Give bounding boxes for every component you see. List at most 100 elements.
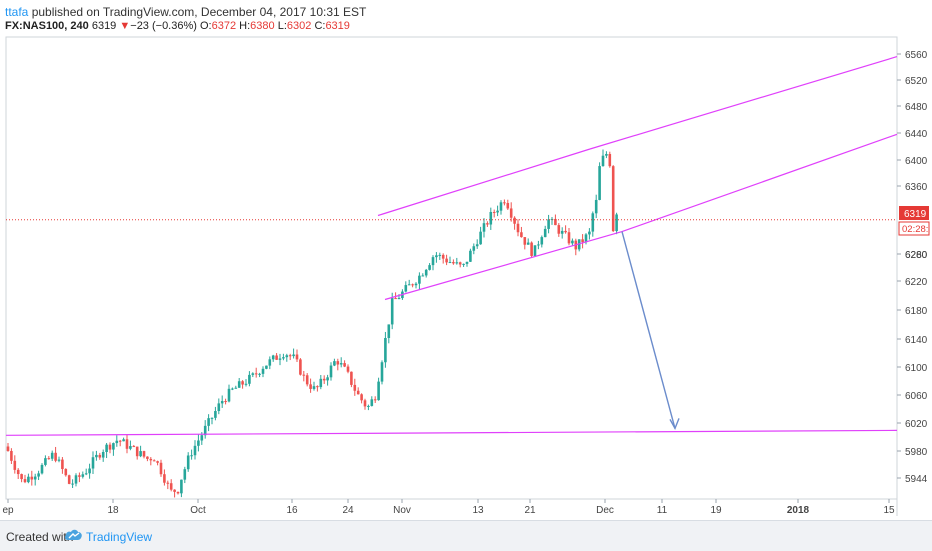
- time-tick-label: Nov: [393, 505, 411, 516]
- candle-body: [356, 390, 360, 395]
- candle-body: [105, 444, 108, 453]
- price-tick-label: 5980: [905, 447, 928, 458]
- candle-body: [50, 452, 54, 459]
- candlestick-series: [6, 149, 618, 498]
- candle-body: [186, 455, 190, 470]
- candle-body: [152, 460, 156, 462]
- candle-body: [309, 384, 312, 389]
- candle-body: [567, 232, 571, 244]
- low-label: L:: [277, 20, 287, 32]
- candle-body: [295, 354, 299, 360]
- candle-body: [248, 374, 251, 384]
- price-tick-label: 5944: [905, 474, 928, 485]
- candle-body: [292, 354, 295, 357]
- created-with-text: Created with: [6, 530, 74, 544]
- projection-arrow[interactable]: [621, 231, 676, 429]
- candle-body: [163, 474, 166, 483]
- candle-body: [207, 418, 210, 426]
- candle-body: [390, 298, 394, 325]
- candle-body: [132, 446, 136, 448]
- time-tick-label: 21: [524, 505, 536, 516]
- candle-body: [605, 153, 608, 156]
- price-tick-label: 6060: [905, 391, 928, 402]
- candle-body: [254, 373, 258, 375]
- candle-body: [261, 368, 265, 374]
- candle-body: [275, 355, 278, 360]
- candle-body: [241, 381, 244, 385]
- channel-lower-extension[interactable]: [621, 133, 898, 233]
- candle-body: [88, 468, 91, 474]
- candle-body: [61, 459, 64, 470]
- candle-body: [305, 375, 309, 385]
- candle-body: [112, 443, 115, 450]
- channel-upper-extension[interactable]: [589, 56, 898, 150]
- candle-body: [166, 482, 170, 484]
- candle-body: [465, 261, 469, 264]
- candle-body: [40, 464, 44, 474]
- candle-body: [125, 439, 129, 449]
- candle-body: [414, 283, 418, 286]
- candle-body: [180, 479, 183, 494]
- time-tick-label: Dec: [596, 505, 614, 516]
- candle-body: [458, 262, 462, 265]
- tradingview-brand-link[interactable]: TradingView: [86, 530, 153, 544]
- candle-body: [27, 476, 30, 483]
- candle-body: [608, 153, 612, 167]
- candle-body: [30, 476, 34, 480]
- candle-body: [200, 435, 204, 441]
- candle-body: [503, 202, 506, 204]
- candle-body: [571, 240, 574, 244]
- candle-body: [84, 473, 88, 475]
- candle-body: [339, 363, 343, 365]
- candle-body: [523, 237, 527, 245]
- candle-body: [227, 388, 231, 402]
- candle-body: [343, 363, 346, 367]
- candle-body: [237, 381, 241, 388]
- candle-body: [438, 254, 442, 256]
- candle-body: [10, 450, 13, 461]
- time-tick-label: 2018: [787, 505, 810, 516]
- price-tick-label: 6020: [905, 419, 928, 430]
- candle-body: [98, 454, 102, 458]
- high-value: 6380: [250, 20, 275, 32]
- candle-body: [115, 440, 119, 444]
- tradingview-cloud-icon[interactable]: [64, 527, 84, 548]
- candle-body: [118, 440, 122, 442]
- support-line[interactable]: [5, 429, 898, 436]
- current-price-badge: [899, 206, 929, 220]
- candle-body: [129, 446, 132, 449]
- channel-lower-line[interactable]: [384, 231, 623, 301]
- candle-body: [251, 373, 255, 375]
- candle-body: [421, 275, 425, 277]
- candle-body: [95, 454, 98, 458]
- time-tick-label: ep: [2, 505, 14, 516]
- candle-body: [554, 218, 557, 226]
- symbol-label[interactable]: FX:NAS100, 240: [5, 20, 89, 32]
- candle-body: [319, 378, 323, 388]
- channel-upper-line[interactable]: [377, 148, 591, 217]
- candle-body: [265, 365, 268, 369]
- candle-body: [363, 400, 367, 407]
- plot-area[interactable]: [5, 36, 898, 500]
- candle-body: [486, 223, 489, 225]
- countdown-badge: [898, 221, 930, 236]
- current-price-label: 6319: [904, 209, 927, 220]
- time-tick-label: 24: [342, 505, 354, 516]
- candle-body: [360, 394, 363, 401]
- candle-body: [469, 250, 472, 262]
- candle-body: [176, 491, 180, 494]
- author-link[interactable]: ttafa: [5, 5, 29, 19]
- candle-body: [598, 166, 601, 200]
- candle-body: [190, 455, 193, 457]
- candle-body: [288, 355, 292, 357]
- candle-body: [299, 359, 302, 375]
- candle-body: [333, 361, 336, 366]
- time-axis[interactable]: ep 18 Oct 16 24 Nov 13 21 Dec 11 19 2018 15: [2, 499, 895, 516]
- candle-body: [13, 460, 17, 470]
- candle-body: [407, 284, 411, 286]
- candle-body: [581, 239, 584, 243]
- candle-body: [16, 469, 20, 475]
- candle-body: [482, 223, 486, 232]
